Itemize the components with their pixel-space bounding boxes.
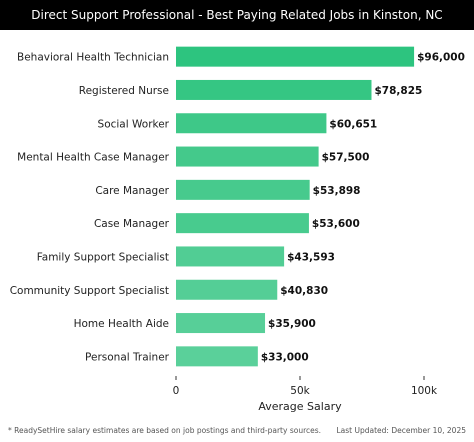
category-label: Personal Trainer	[85, 351, 170, 363]
bar-value-label: $43,593	[287, 251, 335, 263]
category-label: Family Support Specialist	[37, 251, 169, 263]
bar-value-label: $96,000	[417, 52, 465, 64]
bar	[176, 213, 309, 234]
category-label: Mental Health Case Manager	[17, 152, 170, 164]
bar	[176, 146, 319, 167]
bars-layer: Behavioral Health Technician $96,000 Regis…	[10, 46, 465, 367]
chart-title: Direct Support Professional - Best Payin…	[0, 0, 474, 30]
category-label: Home Health Aide	[74, 318, 169, 330]
category-label: Care Manager	[95, 185, 169, 197]
bar	[176, 46, 415, 67]
bar	[176, 79, 372, 100]
bar-value-label: $78,825	[374, 85, 422, 97]
bar	[176, 279, 278, 300]
bar-value-label: $40,830	[280, 285, 328, 297]
bar	[176, 346, 258, 367]
footer-note: * ReadySetHire salary estimates are base…	[8, 426, 322, 435]
x-tick-label: 50k	[290, 385, 310, 397]
bar-value-label: $33,000	[261, 351, 309, 363]
category-label: Community Support Specialist	[10, 285, 169, 297]
bar	[176, 113, 327, 134]
bar-value-label: $35,900	[268, 318, 316, 330]
bar	[176, 179, 310, 200]
x-tick-label: 100k	[411, 385, 438, 397]
x-tick-label: 0	[173, 385, 180, 397]
bar-value-label: $53,600	[312, 218, 360, 230]
x-axis: 0 50k 100k	[173, 376, 438, 397]
category-label: Social Worker	[98, 118, 170, 130]
category-label: Behavioral Health Technician	[17, 52, 169, 64]
category-label: Case Manager	[94, 218, 170, 230]
bar-value-label: $60,651	[329, 118, 377, 130]
bar-chart: Behavioral Health Technician $96,000 Regis…	[10, 46, 465, 413]
bar-value-label: $53,898	[313, 185, 361, 197]
x-axis-label: Average Salary	[258, 400, 342, 413]
bar	[176, 313, 266, 334]
last-updated: Last Updated: December 10, 2025	[336, 426, 466, 435]
bar	[176, 246, 285, 267]
bar-value-label: $57,500	[322, 152, 370, 164]
category-label: Registered Nurse	[79, 85, 169, 97]
